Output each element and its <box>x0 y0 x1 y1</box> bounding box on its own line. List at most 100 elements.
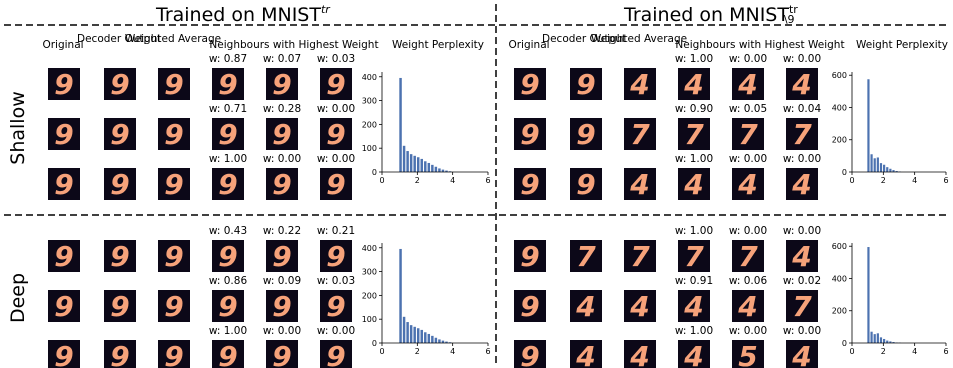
digit-thumbnail: 7 <box>732 240 764 273</box>
digit-glyph: 9 <box>164 340 183 368</box>
digit-thumbnail: 4 <box>624 168 656 201</box>
weight-label: w: 0.04 <box>783 103 822 115</box>
bar <box>445 341 448 343</box>
digit-thumbnail: 9 <box>570 68 602 101</box>
perplexity-chart: 0 2 4 6 0 200 400 600 <box>832 71 949 185</box>
digit-thumbnail: 9 <box>104 118 136 151</box>
weight-label: w: 0.91 <box>675 275 713 287</box>
digit-glyph: 4 <box>629 168 649 201</box>
bar <box>873 334 876 343</box>
digit-glyph: 9 <box>110 168 129 201</box>
digit-thumbnail: 7 <box>786 290 818 323</box>
digit-glyph: 9 <box>272 340 291 368</box>
digit-thumbnail: 9 <box>514 168 546 201</box>
bar <box>873 158 876 172</box>
y-tick-label: 200 <box>362 120 377 129</box>
digit-thumbnail: 9 <box>266 68 298 101</box>
digit-glyph: 4 <box>629 68 649 101</box>
bar <box>889 341 892 343</box>
y-tick-label: 100 <box>362 315 377 324</box>
weight-label: w: 0.00 <box>729 325 767 337</box>
digit-thumbnail: 9 <box>320 118 352 151</box>
bar <box>883 338 886 343</box>
weight-labels: w: 0.87 w: 0.07 w: 0.03 w: 0.71 w: 0.28 w: 0.… <box>209 53 822 337</box>
digit-thumbnail: 4 <box>732 290 764 323</box>
digit-thumbnail: 4 <box>678 68 710 101</box>
y-tick-label: 600 <box>832 71 847 80</box>
digit-glyph: 9 <box>164 290 183 323</box>
bar <box>438 339 441 343</box>
digit-thumbnail: 4 <box>732 168 764 201</box>
bar <box>886 167 889 172</box>
digit-thumbnail: 5 <box>732 340 764 368</box>
digit-thumbnail: 9 <box>320 68 352 101</box>
perplexity-chart: 0 2 4 6 0 200 400 600 <box>832 242 949 356</box>
bar <box>406 322 409 343</box>
digit-thumbnail: 7 <box>624 118 656 151</box>
digit-thumbnail: 4 <box>786 68 818 101</box>
digit-thumbnail: 9 <box>104 68 136 101</box>
bar <box>441 169 445 172</box>
bar <box>445 170 448 172</box>
bar <box>438 168 441 172</box>
y-tick-label: 400 <box>362 244 377 253</box>
digit-thumbnail: 9 <box>266 168 298 201</box>
digit-thumbnail: 9 <box>48 68 80 101</box>
digit-glyph: 9 <box>164 118 183 151</box>
bar <box>879 337 883 343</box>
digit-glyph: 9 <box>110 290 129 323</box>
digit-thumbnail: 9 <box>212 340 244 368</box>
x-tick-label: 4 <box>912 176 917 185</box>
bar <box>431 164 434 172</box>
digit-glyph: 4 <box>683 290 703 323</box>
weight-label: w: 1.00 <box>675 153 713 165</box>
weight-label: w: 0.00 <box>783 53 821 65</box>
bar <box>434 337 438 343</box>
bar <box>892 342 895 343</box>
digit-thumbnail: 9 <box>514 290 546 323</box>
digit-glyph: 9 <box>218 340 237 368</box>
digit-glyph: 9 <box>520 168 539 201</box>
digit-thumbnail: 4 <box>570 290 602 323</box>
digit-glyph: 9 <box>520 240 539 273</box>
x-tick-label: 2 <box>415 347 420 356</box>
weight-label: w: 0.03 <box>317 275 355 287</box>
digit-glyph: 9 <box>218 168 237 201</box>
digit-glyph: 4 <box>791 168 811 201</box>
digit-glyph: 7 <box>792 290 812 323</box>
x-tick-label: 6 <box>943 176 948 185</box>
digit-glyph: 4 <box>791 240 811 273</box>
digit-thumbnail: 4 <box>678 290 710 323</box>
digit-glyph: 5 <box>738 340 757 368</box>
y-tick-label: 0 <box>842 168 847 177</box>
digit-thumbnail: 9 <box>514 118 546 151</box>
digit-thumbnail: 9 <box>266 290 298 323</box>
digit-glyph: 9 <box>326 68 345 101</box>
digit-glyph: 4 <box>791 68 811 101</box>
digit-glyph: 9 <box>520 68 539 101</box>
y-tick-label: 100 <box>362 144 377 153</box>
digit-thumbnail: 9 <box>266 240 298 273</box>
digit-glyph: 7 <box>630 240 650 273</box>
header-original: Original <box>508 39 549 51</box>
bar <box>402 316 406 343</box>
digit-glyph: 9 <box>54 240 73 273</box>
digit-thumbnail: 9 <box>320 340 352 368</box>
header-weight-perplexity: Weight Perplexity <box>856 39 948 51</box>
weight-label: w: 0.09 <box>263 275 301 287</box>
digit-thumbnail: 4 <box>678 340 710 368</box>
weight-label: w: 0.07 <box>263 53 301 65</box>
digit-thumbnail: 9 <box>514 340 546 368</box>
digit-thumbnail: 9 <box>104 340 136 368</box>
digit-glyph: 9 <box>326 118 345 151</box>
digit-glyph: 4 <box>737 68 757 101</box>
bar <box>886 340 889 343</box>
bar <box>424 161 427 172</box>
header-decoder-output: Decoder Output <box>77 33 161 45</box>
digit-thumbnail: 7 <box>678 240 710 273</box>
header-neighbours: Neighbours with Highest Weight <box>209 39 378 51</box>
row-label-shallow: Shallow <box>7 91 29 164</box>
header-decoder-output: Decoder Output <box>542 33 626 45</box>
weight-label: w: 0.06 <box>729 275 768 287</box>
weight-label: w: 0.00 <box>263 325 301 337</box>
